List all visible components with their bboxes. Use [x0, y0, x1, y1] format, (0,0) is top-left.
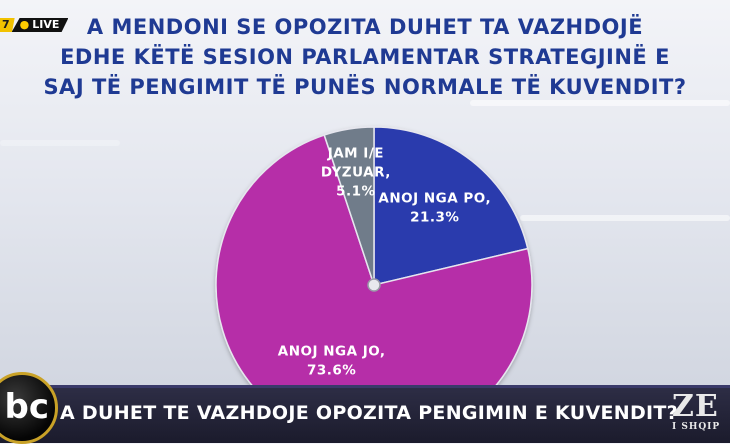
live-badge: 7 ● LIVE	[0, 18, 69, 32]
pie-slice	[373, 126, 529, 286]
ze-logo-sub: I SHQIP	[672, 422, 721, 432]
slice-value-label: 5.1%	[336, 184, 375, 200]
live-dot-icon: ●	[19, 18, 30, 31]
slice-name-label: JAM I/E	[327, 146, 384, 162]
news-ticker: A DUHET TE VAZHDOJE OPOZITA PENGIMIN E K…	[0, 385, 730, 443]
live-channel-number: 7	[0, 18, 15, 32]
slice-name-label: ANOJ NGA JO,	[278, 343, 386, 359]
pie-slice	[323, 126, 375, 286]
ticker-headline: A DUHET TE VAZHDOJE OPOZITA PENGIMIN E K…	[60, 402, 678, 424]
question-line: EDHE KËTË SESION PARLAMENTAR STRATEGJINË…	[60, 45, 670, 69]
question-line: SAJ TË PENGIMIT TË PUNËS NORMALE TË KUVE…	[43, 75, 687, 99]
live-label: ● LIVE	[11, 18, 69, 32]
slice-value-label: 73.6%	[307, 362, 356, 378]
slice-value-label: 21.3%	[410, 210, 459, 226]
slice-name-label: DYZUAR,	[321, 165, 391, 181]
question-line: A MENDONI SE OPOZITA DUHET TA VAZHDOJË	[86, 15, 644, 39]
ze-logo-main: ZE	[672, 389, 719, 424]
poll-question: A MENDONI SE OPOZITA DUHET TA VAZHDOJË E…	[0, 12, 730, 102]
ze-logo: ZE I SHQIP	[672, 392, 730, 440]
pie-center-dot	[367, 278, 381, 292]
abc-logo: bc	[0, 372, 58, 444]
slice-name-label: ANOJ NGA PO,	[378, 191, 491, 207]
live-text: LIVE	[32, 18, 60, 31]
